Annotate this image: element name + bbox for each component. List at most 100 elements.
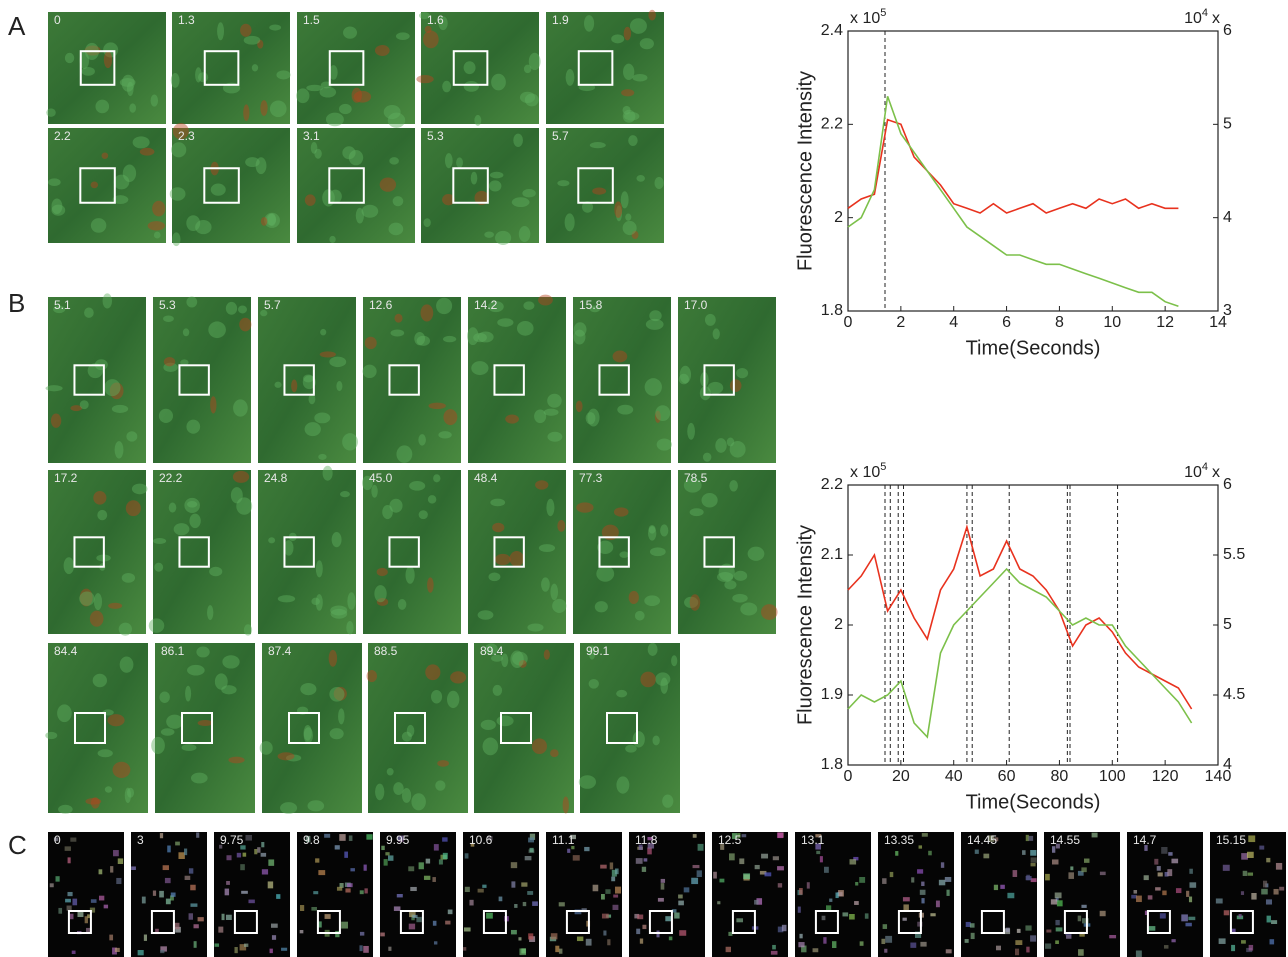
speckle	[822, 916, 826, 920]
speckle	[300, 905, 304, 911]
speckle	[829, 899, 832, 902]
speckle	[1066, 935, 1071, 939]
speckle	[835, 892, 838, 898]
speckle	[680, 366, 691, 384]
image-frame: 5.3	[421, 128, 539, 245]
speckle	[222, 914, 225, 920]
speckle	[690, 508, 704, 516]
speckle	[323, 466, 333, 481]
speckle	[820, 856, 823, 862]
speckle	[245, 835, 252, 841]
speckle	[233, 471, 249, 483]
speckle	[615, 887, 621, 894]
speckle	[91, 218, 106, 233]
speckle	[824, 867, 829, 873]
speckle	[1162, 891, 1166, 896]
speckle	[778, 883, 782, 887]
speckle	[311, 142, 318, 154]
speckle	[865, 913, 869, 918]
speckle	[605, 889, 610, 894]
speckle	[519, 226, 531, 242]
speckle	[465, 887, 470, 892]
speckle	[559, 949, 563, 954]
speckle	[174, 523, 190, 535]
speckle	[547, 394, 562, 408]
speckle	[95, 100, 109, 114]
speckle	[1030, 850, 1036, 856]
speckle	[512, 197, 530, 207]
speckle	[511, 930, 517, 934]
speckle	[442, 81, 451, 92]
speckle	[184, 849, 187, 856]
speckle	[185, 876, 191, 880]
speckle	[347, 883, 353, 887]
speckle	[443, 853, 448, 859]
speckle	[917, 869, 923, 873]
speckle	[226, 302, 237, 315]
speckle	[464, 927, 471, 931]
speckle	[190, 885, 195, 891]
speckle	[186, 296, 197, 307]
speckle	[1026, 875, 1030, 881]
speckle	[278, 752, 295, 760]
speckle	[1158, 872, 1163, 876]
speckle	[339, 834, 345, 841]
speckle	[529, 53, 541, 70]
speckle	[1274, 889, 1279, 895]
speckle	[1045, 874, 1050, 880]
speckle	[584, 847, 589, 851]
image-frame: 99.1	[579, 643, 680, 813]
speckle	[391, 329, 405, 336]
image-frame: 15.15	[1210, 832, 1286, 957]
speckle	[1249, 945, 1253, 951]
frame-time: 3	[137, 833, 144, 847]
speckle	[732, 594, 747, 603]
speckle	[813, 948, 819, 952]
speckle	[70, 838, 76, 842]
speckle	[658, 898, 664, 902]
speckle	[272, 935, 276, 940]
speckle	[484, 231, 494, 237]
speckle	[437, 760, 449, 767]
speckle	[610, 862, 613, 869]
speckle	[94, 593, 102, 610]
frame-time: 86.1	[161, 644, 185, 658]
speckle	[340, 491, 350, 497]
speckle	[186, 215, 200, 231]
speckle	[248, 900, 254, 904]
frame-time: 11.1	[552, 833, 575, 847]
speckle	[198, 917, 204, 921]
speckle	[491, 74, 506, 91]
speckle	[443, 336, 456, 342]
speckle	[1171, 939, 1175, 942]
speckle	[362, 205, 379, 218]
speckle	[713, 328, 720, 339]
speckle	[396, 445, 412, 462]
speckle	[182, 744, 197, 751]
speckle	[513, 134, 523, 147]
speckle	[409, 481, 425, 491]
image-frame: 0	[46, 12, 166, 124]
speckle	[104, 905, 108, 909]
speckle	[380, 933, 385, 937]
speckle	[1055, 940, 1059, 944]
speckle	[748, 547, 765, 561]
speckle	[492, 523, 504, 532]
speckle	[326, 113, 344, 127]
speckle	[807, 882, 810, 888]
frame-time: 88.5	[374, 644, 398, 658]
multiplier-exp: 5	[880, 461, 886, 473]
speckle	[240, 864, 245, 870]
speckle	[363, 365, 377, 378]
speckle	[330, 605, 347, 615]
speckle	[970, 923, 975, 927]
speckle	[389, 157, 399, 164]
speckle	[381, 846, 384, 850]
speckle	[236, 497, 252, 514]
speckle	[883, 924, 887, 929]
speckle	[550, 749, 559, 757]
speckle	[1017, 929, 1021, 933]
image-frame: 1.9	[546, 10, 664, 124]
frame-image	[580, 643, 680, 813]
speckle	[163, 865, 169, 870]
